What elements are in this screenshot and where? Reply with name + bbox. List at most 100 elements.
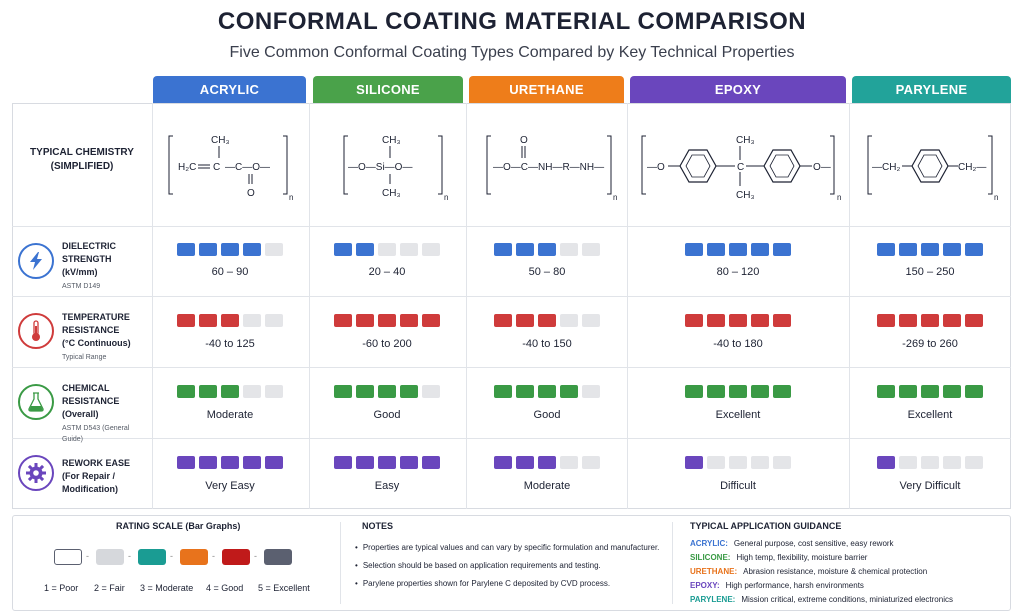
rating-bar-empty <box>943 456 961 469</box>
rating-bar-filled <box>516 456 534 469</box>
rating-bar-group <box>177 314 283 327</box>
rating-bar-filled <box>707 243 725 256</box>
rating-scale-swatch <box>138 549 166 565</box>
guidance-material: ACRYLIC: <box>690 539 728 548</box>
rating-bar-filled <box>685 314 703 327</box>
rating-bar-group <box>334 385 440 398</box>
rating-bar-filled <box>965 243 983 256</box>
rating-scale-swatch <box>180 549 208 565</box>
rating-scale-swatch <box>222 549 250 565</box>
guidance-material: SILICONE: <box>690 553 731 562</box>
rating-bar-empty <box>921 456 939 469</box>
rating-bar-group <box>494 456 600 469</box>
rating-bar-filled <box>356 456 374 469</box>
grid-divider <box>12 226 1011 227</box>
rating-value: 150 – 250 <box>905 266 955 278</box>
grid-divider <box>309 103 310 509</box>
rating-value: Difficult <box>720 480 756 492</box>
rating-bar-empty <box>729 456 747 469</box>
column-header-epoxy: EPOXY <box>630 76 846 103</box>
rating-bar-empty <box>560 314 578 327</box>
parylene-structure: —CH₂ CH₂— n <box>850 104 1010 226</box>
row-title: REWORK EASE <box>62 458 131 468</box>
rating-bar-filled <box>877 243 895 256</box>
row-label-dielectric: DIELECTRIC STRENGTH (kV/mm) ASTM D149 <box>62 240 150 292</box>
page-title: CONFORMAL COATING MATERIAL COMPARISON <box>217 8 807 35</box>
rating-bar-filled <box>494 243 512 256</box>
rating-bar-filled <box>378 456 396 469</box>
rating-bar-group <box>334 456 440 469</box>
rating-value: Good <box>533 409 561 421</box>
parylene-n: n <box>994 193 998 202</box>
rating-bar-group <box>334 314 440 327</box>
epoxy-o-right: O— <box>813 162 831 173</box>
rating-bar-group <box>877 243 983 256</box>
rating-value: Very Easy <box>205 480 255 492</box>
row-subtitle: Typical Range <box>62 354 107 361</box>
rating-value: -269 to 260 <box>902 338 958 350</box>
rating-scale-swatch <box>96 549 124 565</box>
row-subtitle: ASTM D149 <box>62 283 101 290</box>
guidance-item: URETHANE: Abrasion resistance, moisture &… <box>690 567 927 576</box>
grid-divider <box>627 103 628 509</box>
acrylic-c: C <box>213 162 220 173</box>
rating-bar-group <box>685 385 791 398</box>
epoxy-c: C <box>737 162 744 173</box>
guidance-material: EPOXY: <box>690 581 720 590</box>
parylene-ch2-left: —CH₂ <box>872 162 900 173</box>
rating-scale-label: 1 = Poor <box>44 583 79 593</box>
grid-divider <box>12 438 1011 439</box>
rating-bar-filled <box>199 243 217 256</box>
guidance-text: General purpose, cost sensitive, easy re… <box>733 539 894 548</box>
rating-bar-group <box>877 314 983 327</box>
rating-bar-filled <box>356 385 374 398</box>
guidance-item: ACRYLIC: General purpose, cost sensitive,… <box>690 539 894 548</box>
rating-value: 20 – 40 <box>368 266 406 278</box>
rating-bar-empty <box>899 456 917 469</box>
rating-bar-filled <box>685 243 703 256</box>
guidance-item: PARYLENE: Mission critical, extreme condi… <box>690 595 953 604</box>
acrylic-structure: CH₃ H₂C C —C—O— O n <box>153 104 309 226</box>
rating-bar-empty <box>378 243 396 256</box>
rating-bar-filled <box>400 456 418 469</box>
rating-bar-filled <box>899 385 917 398</box>
rating-bar-filled <box>943 243 961 256</box>
rating-bar-filled <box>751 243 769 256</box>
rating-value: Easy <box>374 480 400 492</box>
rating-bar-filled <box>751 314 769 327</box>
rating-bar-group <box>177 456 283 469</box>
urethane-structure: O —O—C—NH—R—NH— n <box>467 104 627 226</box>
rating-bar-filled <box>334 314 352 327</box>
rating-bar-empty <box>422 385 440 398</box>
rating-value: Moderate <box>206 409 254 421</box>
rating-bar-empty <box>560 456 578 469</box>
rating-bar-filled <box>538 314 556 327</box>
guidance-item: EPOXY: High performance, harsh environmen… <box>690 581 864 590</box>
rating-bar-filled <box>729 243 747 256</box>
rating-bar-filled <box>378 385 396 398</box>
rating-bar-filled <box>685 456 703 469</box>
rating-scale-title: RATING SCALE (Bar Graphs) <box>116 521 241 531</box>
lightning-icon <box>18 243 54 279</box>
rating-bar-filled <box>400 385 418 398</box>
rating-value: -60 to 200 <box>362 338 412 350</box>
rating-scale-label: 2 = Fair <box>94 583 125 593</box>
note-item: Parylene properties shown for Parylene C… <box>355 579 610 588</box>
silicone-ch3-bottom: CH₃ <box>382 188 401 199</box>
rating-bar-empty <box>265 243 283 256</box>
chemistry-label-line: (SIMPLIFIED) <box>50 161 114 172</box>
guidance-text: High temp, flexibility, moisture barrier <box>736 553 868 562</box>
rating-bar-filled <box>494 314 512 327</box>
rating-bar-filled <box>560 385 578 398</box>
rating-bar-empty <box>751 456 769 469</box>
rating-scale-label: 5 = Excellent <box>258 583 310 593</box>
rating-bar-empty <box>965 456 983 469</box>
guidance-material: URETHANE: <box>690 567 738 576</box>
silicone-n: n <box>444 193 448 202</box>
rating-bar-filled <box>538 385 556 398</box>
acrylic-h2c: H₂C <box>178 162 196 173</box>
row-title-unit: (kV/mm) <box>62 267 98 277</box>
rating-bar-empty <box>582 456 600 469</box>
guidance-material: PARYLENE: <box>690 595 736 604</box>
rating-bar-group <box>685 243 791 256</box>
